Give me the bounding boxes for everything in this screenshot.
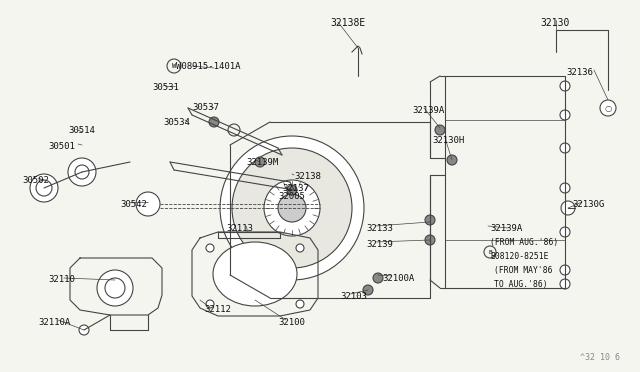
Text: W: W	[172, 63, 176, 69]
Circle shape	[561, 201, 575, 215]
Text: 30501: 30501	[48, 142, 75, 151]
Text: 32137: 32137	[282, 184, 309, 193]
Text: 30537: 30537	[192, 103, 219, 112]
Text: 32133: 32133	[366, 224, 393, 233]
Text: ^32 10 6: ^32 10 6	[580, 353, 620, 362]
Text: (FROM AUG.'86): (FROM AUG.'86)	[490, 238, 558, 247]
Circle shape	[136, 192, 160, 216]
Text: 30534: 30534	[163, 118, 190, 127]
Text: B: B	[488, 250, 492, 254]
Circle shape	[68, 158, 96, 186]
Text: 32139: 32139	[366, 240, 393, 249]
Circle shape	[373, 273, 383, 283]
Circle shape	[600, 100, 616, 116]
Text: 32130G: 32130G	[572, 200, 604, 209]
Circle shape	[287, 185, 297, 195]
Circle shape	[560, 183, 570, 193]
Text: 30531: 30531	[152, 83, 179, 92]
Text: TO AUG.'86): TO AUG.'86)	[494, 280, 548, 289]
Text: 32113: 32113	[226, 224, 253, 233]
Circle shape	[363, 285, 373, 295]
Text: 32110: 32110	[48, 275, 75, 284]
Text: 32103: 32103	[340, 292, 367, 301]
Text: 32100: 32100	[278, 318, 305, 327]
Circle shape	[206, 300, 214, 308]
Text: 32138: 32138	[294, 172, 321, 181]
Circle shape	[435, 125, 445, 135]
Text: 32130: 32130	[540, 18, 570, 28]
Ellipse shape	[278, 194, 306, 222]
Ellipse shape	[264, 180, 320, 236]
Text: 32138E: 32138E	[330, 18, 365, 28]
Circle shape	[560, 81, 570, 91]
Circle shape	[447, 155, 457, 165]
Text: 32005: 32005	[278, 192, 305, 201]
Text: ○: ○	[604, 103, 612, 112]
Text: B08120-8251E: B08120-8251E	[490, 252, 548, 261]
Text: 32130H: 32130H	[432, 136, 464, 145]
Text: 30542: 30542	[120, 200, 147, 209]
Text: W08915-1401A: W08915-1401A	[176, 62, 241, 71]
Text: 32100A: 32100A	[382, 274, 414, 283]
Circle shape	[560, 265, 570, 275]
Circle shape	[79, 325, 89, 335]
Circle shape	[97, 270, 133, 306]
Circle shape	[425, 215, 435, 225]
Circle shape	[296, 300, 304, 308]
Circle shape	[209, 117, 219, 127]
Text: (FROM MAY'86: (FROM MAY'86	[494, 266, 552, 275]
Circle shape	[560, 227, 570, 237]
Text: 32110A: 32110A	[38, 318, 70, 327]
Circle shape	[206, 244, 214, 252]
Text: 32112: 32112	[204, 305, 231, 314]
Ellipse shape	[220, 136, 364, 280]
Text: 30514: 30514	[68, 126, 95, 135]
Circle shape	[560, 279, 570, 289]
Text: 32139M: 32139M	[246, 158, 278, 167]
Text: 30502: 30502	[22, 176, 49, 185]
Text: 32139A: 32139A	[490, 224, 522, 233]
Circle shape	[255, 157, 265, 167]
Text: 32136: 32136	[566, 68, 593, 77]
Circle shape	[296, 244, 304, 252]
Circle shape	[425, 235, 435, 245]
Ellipse shape	[232, 148, 352, 268]
Ellipse shape	[213, 242, 297, 306]
Text: 32139A: 32139A	[412, 106, 444, 115]
Circle shape	[30, 174, 58, 202]
Circle shape	[560, 143, 570, 153]
Circle shape	[560, 110, 570, 120]
